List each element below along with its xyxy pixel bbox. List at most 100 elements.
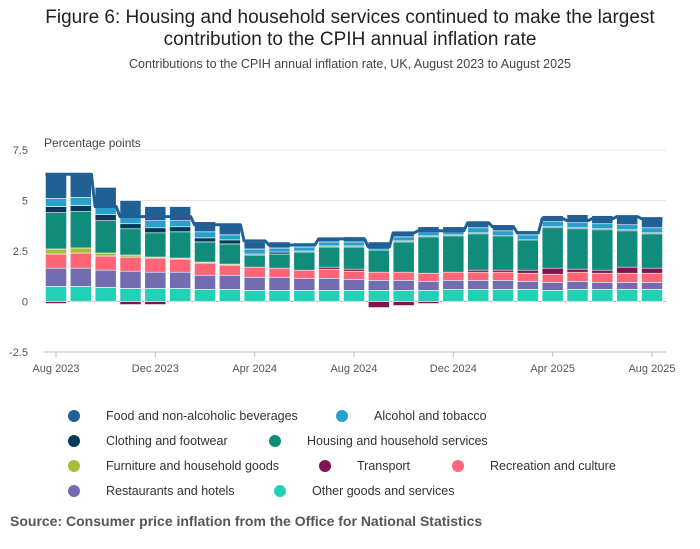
bar-stack <box>293 242 316 302</box>
bar-segment <box>169 271 192 289</box>
y-tick-label: -2.5 <box>9 347 28 359</box>
bar-segment <box>268 251 291 255</box>
bar-segment <box>641 289 663 302</box>
legend-label: Other goods and services <box>312 484 455 498</box>
bar-segment <box>492 235 514 271</box>
bar-segment <box>417 236 440 274</box>
legend-label: Transport <box>357 459 411 473</box>
bar-segment <box>367 290 390 302</box>
legend-label: Recreation and culture <box>490 459 616 473</box>
bar-segment <box>566 289 589 302</box>
bar-segment <box>318 290 341 302</box>
bar-segment <box>367 241 390 247</box>
legend-label: Furniture and household goods <box>106 459 280 473</box>
bar-segment <box>367 301 390 308</box>
x-tick-label: Apr 2024 <box>232 363 277 375</box>
bar-segment <box>268 253 291 269</box>
bar-segment <box>541 273 564 283</box>
bar-segment <box>169 288 192 302</box>
bar-segment <box>516 289 539 302</box>
legend-item: Food and non-alcoholic beverages <box>68 409 298 423</box>
x-axis: Aug 2023 Dec 2023 Apr 2024 Aug 2024 Dec 2024… <box>32 351 676 375</box>
bar-segment <box>119 256 142 272</box>
legend-item: Furniture and household goods <box>68 459 279 473</box>
bar-segment <box>293 290 316 302</box>
bar-segment <box>94 252 117 257</box>
bar-segment <box>94 255 117 271</box>
bar-segment <box>616 282 639 290</box>
bar-segment <box>119 228 142 256</box>
chart-title-line-1: Figure 6: Housing and household services… <box>45 7 655 28</box>
bar-segment <box>144 271 167 289</box>
bar-segment <box>318 277 341 291</box>
bar-segment <box>591 272 614 283</box>
bar-stack <box>442 226 465 302</box>
bar-segment <box>616 266 639 274</box>
bar-segment <box>144 206 167 221</box>
bar-segment <box>218 239 241 245</box>
bar-segment <box>616 230 639 268</box>
bar-stack <box>144 206 167 305</box>
bar-segment <box>144 220 167 229</box>
legend-item: Clothing and footwear <box>68 434 228 448</box>
source-note: Source: Consumer price inflation from th… <box>10 513 483 529</box>
bar-segment <box>69 172 92 198</box>
bar-segment <box>194 241 216 263</box>
bar-segment <box>194 289 216 302</box>
bar-segment <box>119 223 142 230</box>
bar-segment <box>218 264 241 276</box>
bar-segment <box>45 212 67 250</box>
bar-segment <box>591 282 614 290</box>
y-tick-label: 2.5 <box>13 246 28 258</box>
bar-segment <box>516 280 539 290</box>
bar-segment <box>492 289 514 302</box>
bar-segment <box>69 267 92 287</box>
bar-segment <box>169 220 192 228</box>
bar-segment <box>516 269 539 274</box>
bar-stack <box>541 215 564 302</box>
bar-segment <box>467 271 490 281</box>
total-inflation-line <box>45 172 663 249</box>
bar-segment <box>268 290 291 302</box>
y-tick-label: 7.5 <box>13 145 28 157</box>
bar-segment <box>591 229 614 271</box>
bar-segment <box>243 241 266 250</box>
bar-segment <box>392 279 415 291</box>
legend-swatch <box>68 435 80 447</box>
bar-segment <box>194 237 216 243</box>
bar-segment <box>45 248 67 255</box>
bar-segment <box>69 205 92 212</box>
bar-stack <box>392 231 415 306</box>
legend-swatch <box>336 410 348 422</box>
bar-stack <box>591 215 614 302</box>
legend-swatch <box>68 485 80 497</box>
legend-swatch <box>68 410 80 422</box>
bar-segment <box>194 231 216 239</box>
legend-swatch <box>452 460 464 472</box>
bar-segment <box>392 301 415 306</box>
y-tick-label: 0 <box>22 297 28 309</box>
bar-segment <box>268 267 291 278</box>
bar-segment <box>541 221 564 228</box>
bar-stack <box>467 221 490 302</box>
bar-segment <box>169 231 192 259</box>
bar-segment <box>293 251 316 271</box>
bar-segment <box>616 289 639 302</box>
x-tick-label: Aug 2024 <box>330 363 377 375</box>
bar-segment <box>243 290 266 302</box>
bar-segment <box>641 272 663 283</box>
bar-segment <box>144 301 167 305</box>
bar-segment <box>641 282 663 290</box>
x-tick-label: Dec 2023 <box>132 363 179 375</box>
bar-stack <box>516 230 539 302</box>
bar-segment <box>616 272 639 283</box>
bar-segment <box>318 266 341 270</box>
bar-segment <box>268 276 291 291</box>
bar-segment <box>467 233 490 271</box>
bar-segment <box>591 269 614 274</box>
bar-segment <box>69 252 92 269</box>
bar-segment <box>566 222 589 229</box>
x-tick-label: Apr 2025 <box>530 363 575 375</box>
bar-segment <box>293 277 316 291</box>
bar-segment <box>566 228 589 270</box>
